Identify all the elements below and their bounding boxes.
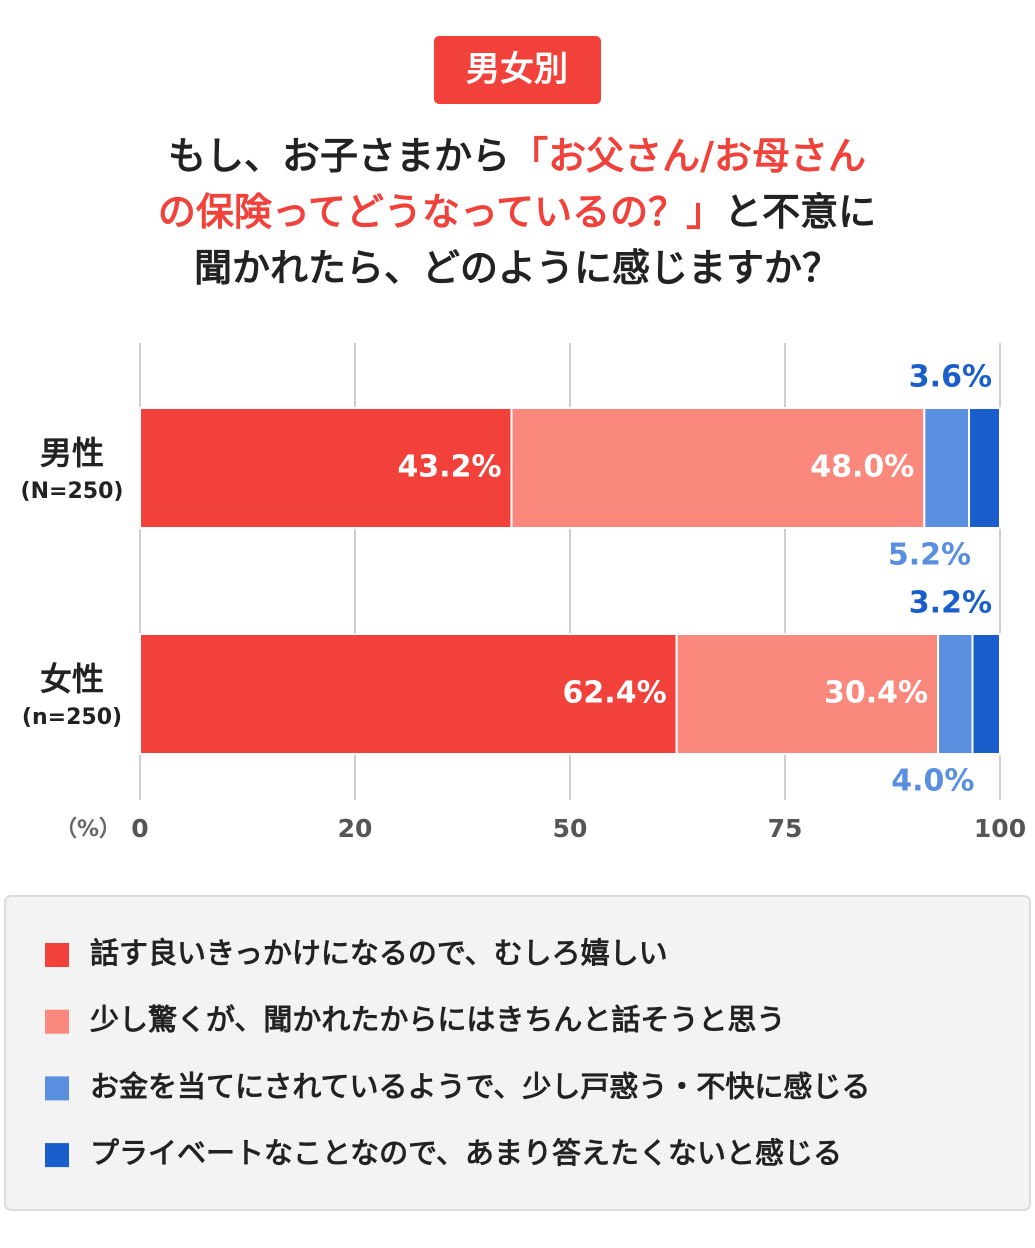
value-label: 48.0% bbox=[810, 450, 914, 485]
legend-swatch bbox=[45, 943, 69, 967]
bar-segment bbox=[937, 633, 974, 755]
legend-label: 話す良いきっかけになるので、むしろ嬉しい bbox=[90, 936, 668, 970]
legend-label: プライベートなことなので、あまり答えたくないと感じる bbox=[90, 1136, 842, 1170]
x-axis-label: （%） bbox=[55, 817, 121, 842]
x-tick-label: 0 bbox=[131, 814, 148, 843]
legend-swatch bbox=[45, 1143, 69, 1168]
x-tick-label: 75 bbox=[768, 814, 803, 843]
chart-title-line: 聞かれたら、どのように感じますか？ bbox=[194, 246, 840, 290]
value-label: 5.2% bbox=[888, 538, 971, 573]
value-label: 62.4% bbox=[563, 676, 667, 711]
bar-segment bbox=[139, 407, 513, 529]
category-note: (N=250) bbox=[21, 479, 124, 504]
title-text: 聞かれたら、どのように感じますか？ bbox=[194, 246, 840, 290]
category-note: (n=250) bbox=[22, 705, 122, 730]
legend-swatch bbox=[45, 1076, 69, 1101]
value-label: 3.6% bbox=[909, 360, 992, 395]
value-label: 4.0% bbox=[891, 764, 974, 799]
bar-segment bbox=[968, 407, 1001, 529]
chart-title-line: もし、お子さまから「お父さん/お母さん bbox=[168, 134, 866, 178]
bar-segment bbox=[923, 407, 971, 529]
title-highlight: 「お父さん/お母さん bbox=[510, 134, 866, 178]
x-tick-label: 20 bbox=[338, 814, 373, 843]
title-text: と不意に bbox=[724, 190, 876, 234]
legend-label: お金を当てにされているようで、少し戸惑う・不快に感じる bbox=[90, 1069, 870, 1103]
legend-swatch bbox=[45, 1009, 69, 1034]
category-label: 女性 bbox=[40, 660, 104, 698]
legend-box bbox=[4, 895, 1031, 1211]
legend-label: 少し驚くが、聞かれたからにはきちんと話そうと思う bbox=[90, 1003, 785, 1037]
bar-segment bbox=[675, 633, 940, 755]
value-label: 43.2% bbox=[397, 450, 501, 485]
chart-title-line: の保険ってどうなっているの？」と不意に bbox=[158, 190, 876, 234]
title-text: もし、お子さまから bbox=[168, 134, 510, 178]
x-tick-label: 50 bbox=[553, 814, 588, 843]
bar-segment bbox=[971, 633, 1001, 755]
subtitle: 男女別 bbox=[466, 50, 568, 90]
category-label: 男性 bbox=[40, 434, 104, 472]
value-label: 30.4% bbox=[824, 676, 928, 711]
value-label: 3.2% bbox=[909, 586, 992, 621]
x-tick-label: 100 bbox=[974, 814, 1026, 843]
title-highlight: の保険ってどうなっているの？」 bbox=[158, 190, 724, 234]
subtitle-badge bbox=[434, 36, 601, 104]
